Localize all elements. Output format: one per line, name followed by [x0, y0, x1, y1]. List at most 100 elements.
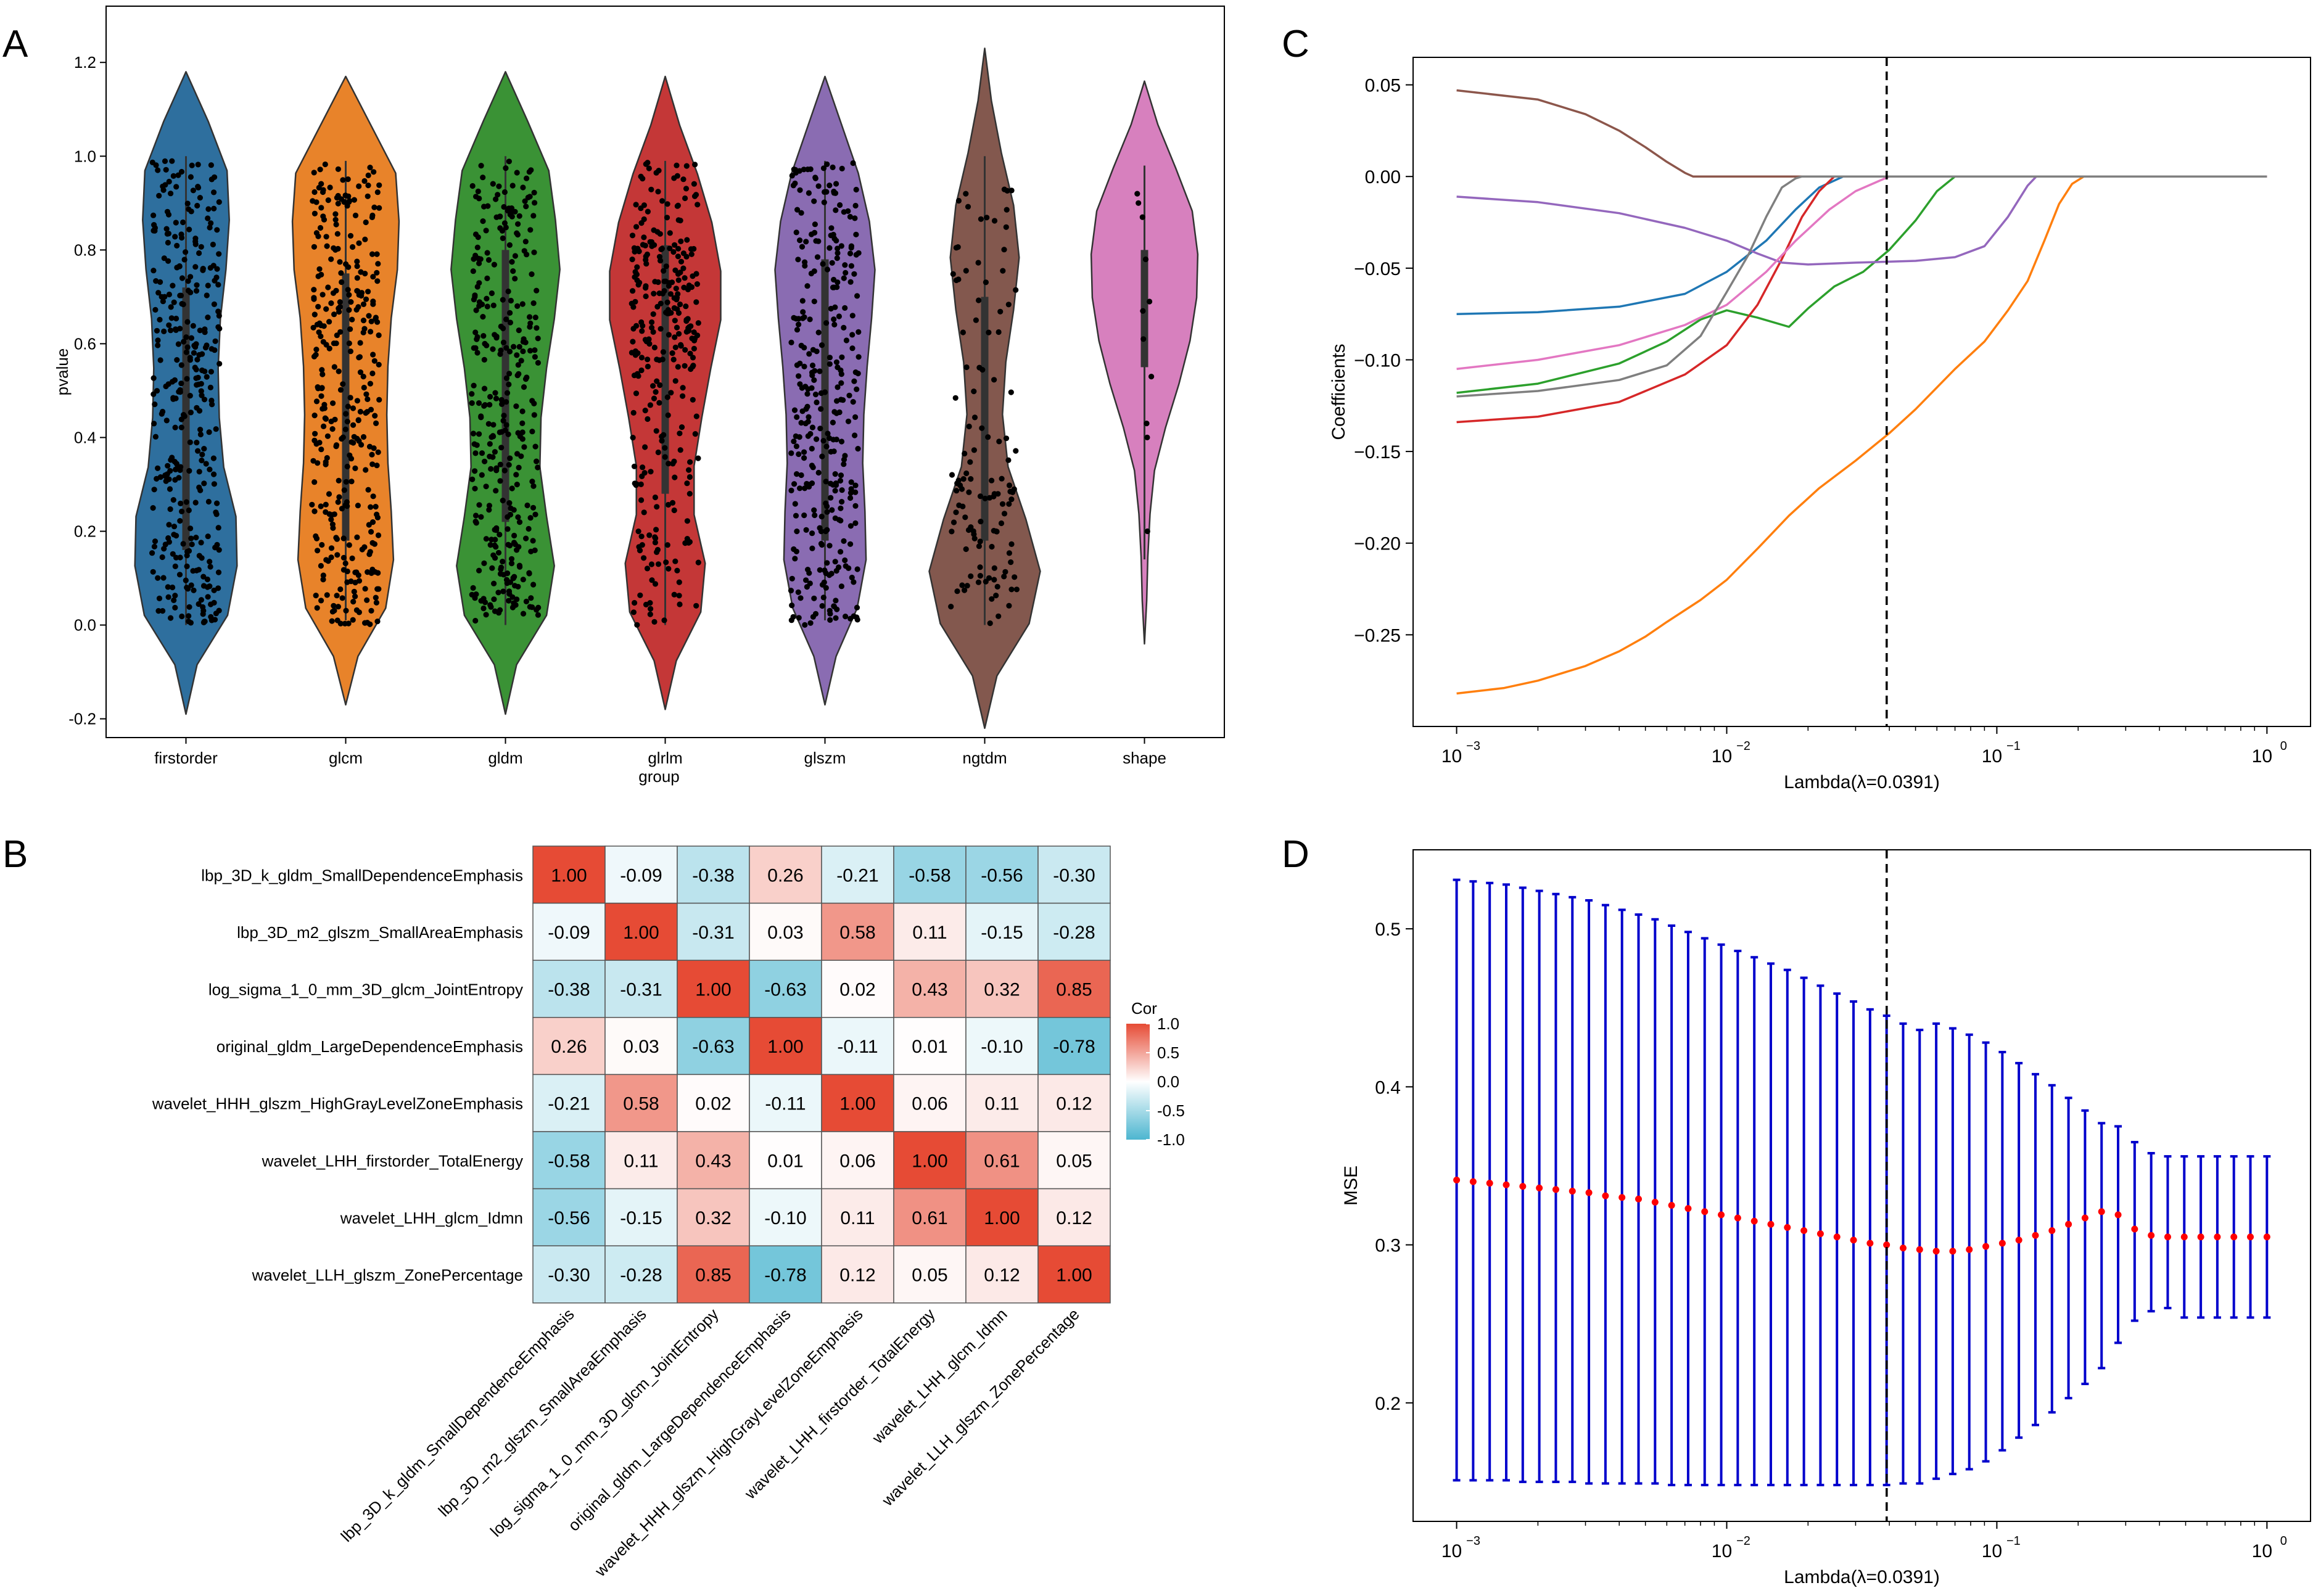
data-point [678, 238, 684, 244]
data-point [1147, 298, 1153, 305]
data-point [1013, 287, 1019, 293]
data-point [852, 369, 859, 376]
data-point [799, 298, 806, 304]
data-point [177, 518, 183, 524]
cell-value: -0.56 [548, 1208, 590, 1228]
data-point [653, 527, 659, 533]
data-point [474, 334, 480, 340]
data-point [155, 608, 162, 614]
heatmap-cell [604, 1017, 678, 1076]
data-point [950, 271, 956, 277]
data-point [675, 217, 682, 223]
data-point [506, 242, 513, 248]
data-point [632, 274, 638, 280]
cell-value: -0.10 [981, 1037, 1023, 1057]
data-point [516, 544, 522, 550]
data-point [842, 305, 848, 311]
data-point [843, 337, 849, 343]
cell-value: -0.63 [692, 1037, 734, 1057]
data-point [516, 519, 523, 525]
data-point [852, 215, 858, 221]
data-point [489, 565, 495, 571]
data-point [812, 368, 818, 374]
row-label: wavelet_LHH_glcm_Idmn [340, 1209, 523, 1227]
data-point [354, 263, 360, 269]
data-point [664, 542, 670, 548]
data-point [979, 425, 985, 431]
data-point [311, 479, 318, 485]
data-point [694, 281, 700, 287]
data-point [527, 515, 534, 521]
data-point [318, 598, 324, 604]
data-point [633, 390, 640, 397]
data-point [853, 231, 859, 237]
data-point [207, 564, 213, 570]
data-point [687, 459, 693, 465]
plot-frame [1412, 849, 2311, 1522]
data-point [646, 165, 652, 171]
data-point [833, 181, 839, 187]
data-point [502, 427, 508, 434]
data-point [677, 601, 683, 607]
data-point [977, 493, 984, 500]
data-point [213, 274, 220, 281]
data-point [683, 318, 690, 324]
data-point [484, 342, 490, 348]
cell-value: 0.26 [767, 865, 803, 886]
data-point [491, 261, 498, 268]
data-point [150, 391, 157, 397]
data-point [649, 324, 655, 331]
data-point [963, 364, 970, 371]
data-point [793, 512, 799, 519]
data-point [640, 242, 646, 248]
data-point [677, 301, 683, 308]
data-point [675, 364, 681, 370]
data-point [660, 349, 666, 355]
data-point [495, 192, 501, 198]
data-point [795, 257, 801, 263]
data-point [692, 162, 698, 168]
data-point [514, 482, 520, 488]
data-point [809, 445, 815, 452]
mse-mean-point [2098, 1208, 2105, 1216]
heatmap-cell [749, 902, 822, 961]
mse-mean-point [1816, 1230, 1824, 1238]
data-point [371, 541, 378, 547]
data-point [215, 282, 221, 288]
data-point [506, 371, 513, 377]
data-point [190, 323, 196, 329]
data-point [675, 245, 682, 252]
data-point [630, 288, 636, 294]
data-point [638, 481, 644, 488]
x-tick-label: glrlm [648, 749, 682, 767]
data-point [991, 577, 997, 583]
data-point [531, 412, 537, 418]
data-point [654, 504, 660, 510]
data-point [503, 224, 509, 231]
panel-label-d: D [1282, 833, 1309, 876]
x-tick-exponent: −2 [1736, 739, 1750, 753]
data-point [675, 291, 681, 297]
data-point [823, 443, 830, 450]
data-point [183, 499, 189, 505]
data-point [500, 498, 506, 504]
data-point [184, 344, 191, 350]
data-point [666, 282, 672, 289]
data-point [977, 538, 983, 545]
data-point [368, 329, 374, 335]
data-point [682, 363, 688, 369]
cell-value: 0.11 [624, 1151, 658, 1171]
data-point [157, 316, 163, 323]
mse-mean-point [1982, 1243, 1990, 1250]
data-point [178, 500, 184, 507]
data-point [469, 476, 476, 482]
data-point [949, 529, 955, 535]
data-point [673, 286, 679, 292]
data-point [509, 259, 515, 265]
data-point [819, 603, 825, 609]
data-point [318, 271, 324, 278]
data-point [837, 202, 843, 208]
data-point [208, 176, 215, 183]
data-point [968, 524, 974, 530]
data-point [202, 345, 209, 351]
